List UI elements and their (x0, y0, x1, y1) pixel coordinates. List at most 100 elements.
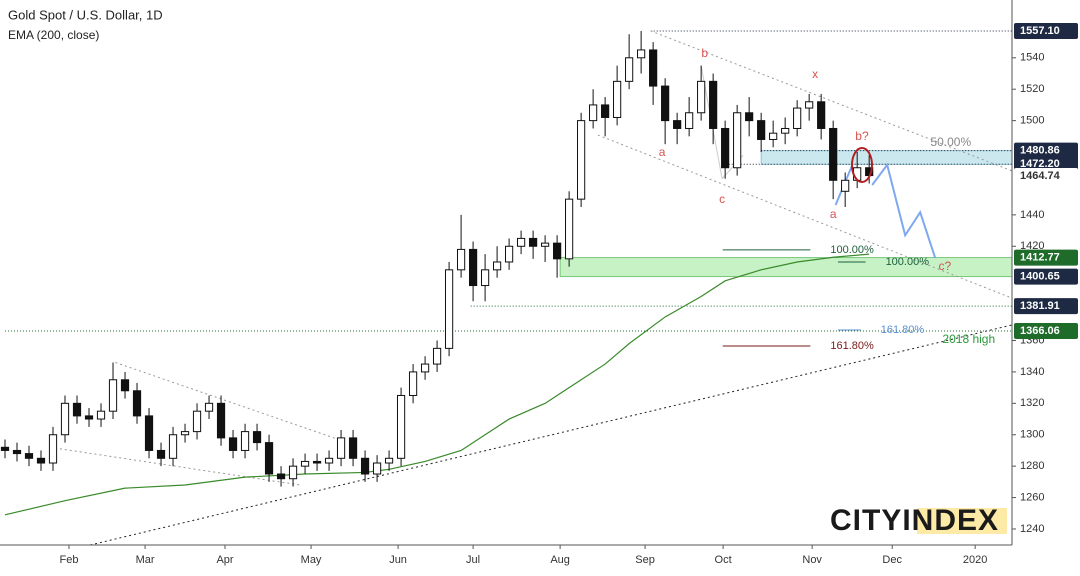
candle-body (60, 402, 70, 436)
fib-label: 161.80% (830, 340, 874, 352)
candle-body (817, 101, 826, 129)
candle-body (108, 379, 118, 412)
highlight-circle (851, 147, 873, 183)
level-label-box (1014, 322, 1078, 339)
logo: CITYINDEX (830, 504, 999, 537)
y-tick-label: 1540 (1020, 52, 1044, 64)
x-tick-label: Mar (136, 554, 155, 566)
annotation: b? (855, 129, 869, 143)
candle-body (673, 120, 682, 129)
candle-body (565, 198, 574, 260)
y-tick-label: 1240 (1020, 523, 1044, 535)
annotation: c (719, 192, 725, 206)
level-label: 1366.06 (1020, 325, 1060, 337)
candle-body (829, 127, 838, 181)
candle-body (661, 85, 670, 122)
candle-body (793, 107, 802, 129)
candle-body (336, 437, 346, 459)
candle-body (348, 437, 358, 459)
annotation: c? (938, 259, 951, 273)
candle-body (264, 442, 274, 475)
candle-body (589, 104, 598, 122)
fib-label: 100.00% (886, 256, 930, 268)
candle-body (228, 437, 238, 451)
candle-body (216, 402, 226, 439)
fib-label: 161.80% (881, 324, 925, 336)
annotation: b (701, 46, 708, 60)
candle-body (709, 80, 718, 129)
level-label: 1557.10 (1020, 25, 1060, 37)
x-tick-label: Oct (715, 554, 732, 566)
candle-body (420, 363, 430, 373)
level-label-box (1014, 22, 1078, 39)
candle-body (312, 460, 322, 464)
candle-body (252, 431, 262, 444)
candle-body (360, 457, 370, 475)
candle-body (192, 410, 202, 433)
candle-body (733, 112, 742, 169)
level-label-box (1014, 298, 1078, 315)
candle-body (276, 473, 286, 480)
candle-body (492, 261, 502, 271)
candle-body (721, 127, 730, 169)
candle-body (757, 120, 766, 140)
candle-body (240, 431, 250, 451)
level-label: 1480.86 (1020, 145, 1060, 157)
x-tick-label: Jul (466, 554, 480, 566)
chart-title: Gold Spot / U.S. Dollar, 1D (8, 7, 163, 22)
candle-body (84, 415, 94, 420)
candle-body (96, 410, 106, 420)
candle-body (408, 371, 418, 396)
x-tick-label: Feb (59, 554, 78, 566)
candle-body (372, 462, 382, 475)
candle-body (745, 112, 754, 122)
x-tick-label: May (301, 554, 322, 566)
level-label: 1381.91 (1020, 300, 1060, 312)
candle-body (697, 80, 706, 114)
x-tick-label: 2020 (963, 554, 987, 566)
candle-body (24, 453, 34, 459)
ema-line (4, 253, 870, 516)
candle-body (132, 390, 142, 417)
candle-body (769, 132, 778, 140)
candle-body (480, 269, 490, 287)
candle-body (156, 449, 166, 459)
y-tick-label: 1340 (1020, 366, 1044, 378)
candle-body (468, 248, 478, 287)
candle-body (613, 80, 622, 118)
level-label-box (1014, 142, 1078, 159)
annotation: a (830, 207, 837, 221)
candle-body (841, 179, 850, 192)
candle-body (300, 460, 310, 467)
candle-body (541, 242, 550, 247)
candle-body (444, 269, 454, 349)
candle-body (649, 49, 658, 87)
annotation: 50.00% (930, 135, 971, 149)
x-tick-label: Aug (550, 554, 570, 566)
candle-body (120, 379, 130, 392)
x-tick-label: Apr (216, 554, 233, 566)
trend-line (49, 446, 301, 486)
candle-body (48, 434, 58, 464)
candle-body (504, 245, 514, 263)
candle-body (553, 242, 562, 260)
candle-body (805, 101, 814, 109)
trend-line (597, 134, 1013, 299)
x-tick-label: Sep (635, 554, 655, 566)
level-label: 1464.74 (1020, 170, 1061, 182)
level-label: 1472.20 (1020, 158, 1060, 170)
candle-body (685, 112, 694, 129)
candle-body (144, 415, 154, 451)
level-label-box (1014, 268, 1078, 285)
y-tick-label: 1440 (1020, 209, 1044, 221)
candle-body (0, 446, 10, 451)
annotation: 2018 high (942, 332, 995, 346)
y-tick-label: 1520 (1020, 83, 1044, 95)
candle-body (781, 127, 790, 134)
trend-line (871, 162, 937, 259)
candle-body (168, 434, 178, 459)
y-tick-label: 1300 (1020, 429, 1044, 441)
candle-body (637, 49, 646, 59)
y-tick-label: 1500 (1020, 115, 1044, 127)
